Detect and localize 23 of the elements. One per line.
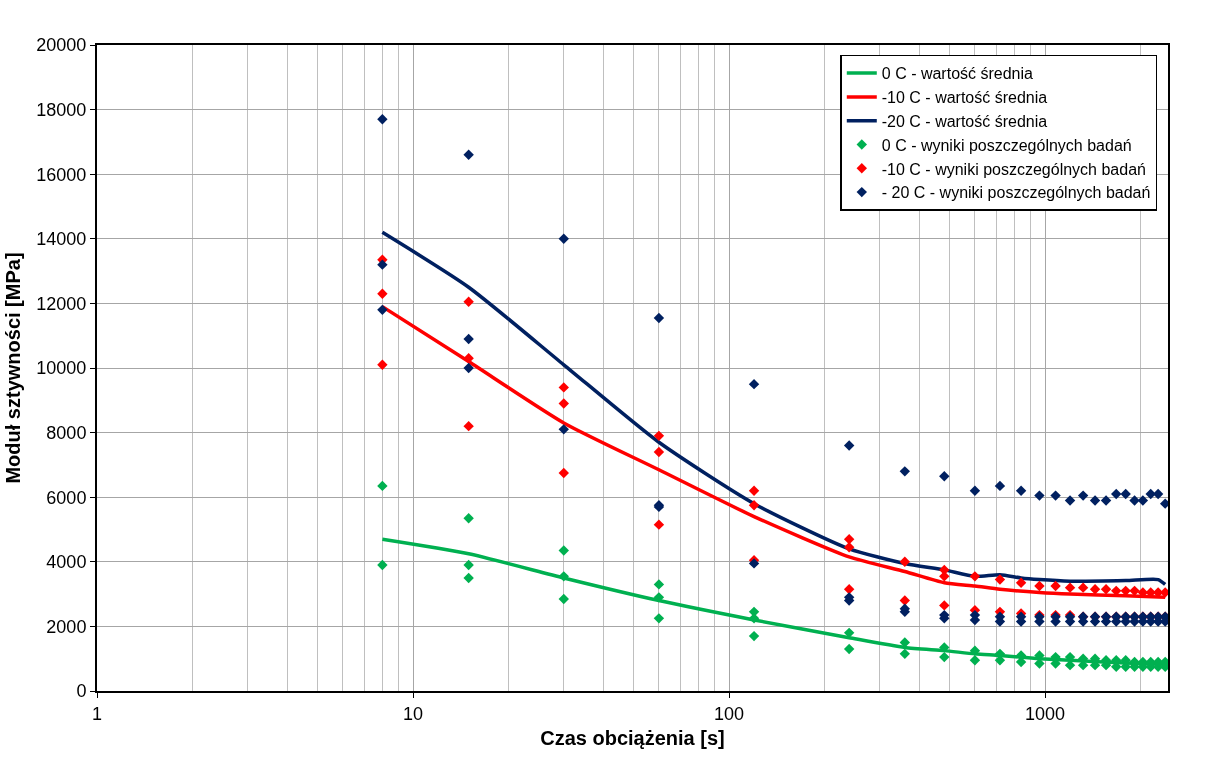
- y-tick-label: 2000: [46, 616, 87, 637]
- y-tick-label: 10000: [36, 358, 87, 379]
- x-axis-title: Czas obciążenia [s]: [540, 726, 725, 749]
- legend-label: 0 C - wyniki poszczególnych badań: [881, 136, 1132, 154]
- y-tick-label: 8000: [46, 422, 87, 443]
- legend-label: -20 C - wartość średnia: [881, 112, 1048, 130]
- legend-label: -10 C - wyniki poszczególnych badań: [881, 160, 1146, 178]
- legend-label: 0 C - wartość średnia: [881, 65, 1034, 83]
- y-tick-label: 14000: [36, 229, 87, 250]
- x-tick-label: 100: [713, 703, 745, 724]
- x-tick-label: 1: [91, 703, 103, 724]
- y-tick-label: 4000: [46, 552, 87, 573]
- legend-label: - 20 C - wyniki poszczególnych badań: [881, 184, 1151, 202]
- y-tick-label: 20000: [36, 35, 87, 56]
- y-tick-label: 6000: [46, 487, 87, 508]
- y-tick-label: 0: [76, 681, 87, 702]
- y-axis-title: Moduł sztywności [MPa]: [2, 252, 25, 484]
- y-tick-label: 16000: [36, 164, 87, 185]
- y-tick-label: 18000: [36, 99, 87, 120]
- y-tick-label: 12000: [36, 293, 87, 314]
- legend-label: -10 C - wartość średnia: [881, 89, 1048, 107]
- x-tick-label: 1000: [1025, 703, 1066, 724]
- x-tick-label: 10: [402, 703, 424, 724]
